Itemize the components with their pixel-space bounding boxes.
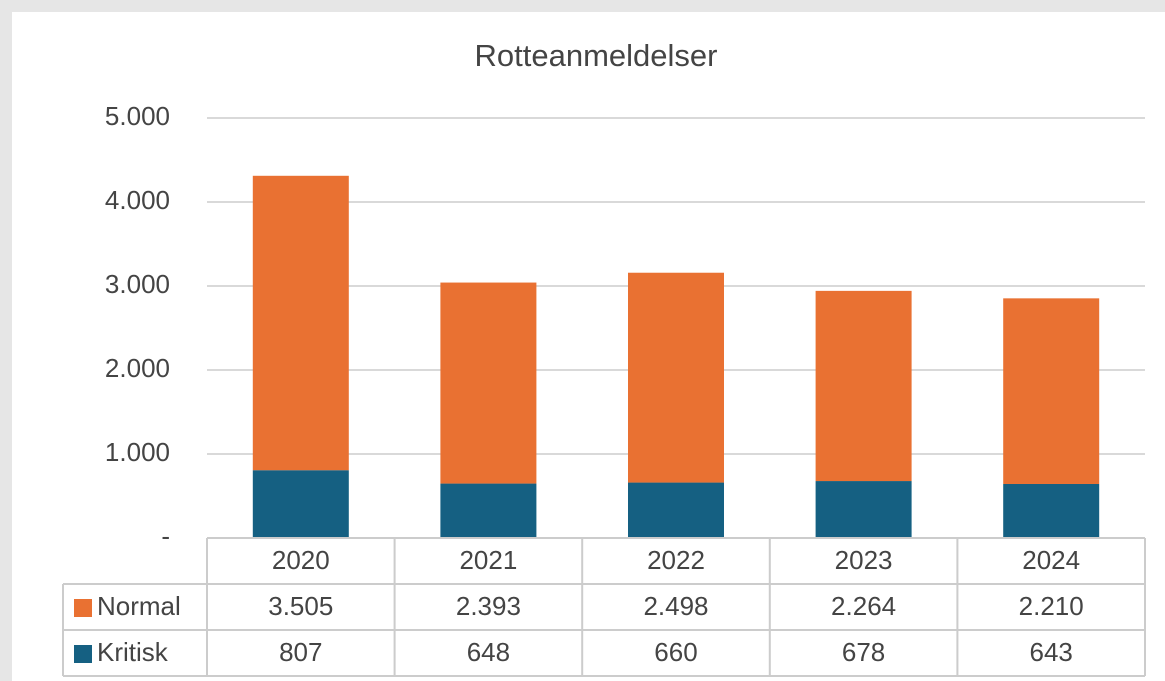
- bar-segment: [815, 290, 912, 482]
- table-value: 2.210: [1019, 591, 1084, 621]
- table-value: 678: [842, 637, 885, 667]
- x-tick-label: 2021: [459, 545, 517, 575]
- table-value: 2.264: [831, 591, 896, 621]
- x-tick-label: 2022: [647, 545, 705, 575]
- bar-segment: [440, 282, 537, 484]
- legend-label: Kritisk: [97, 637, 169, 667]
- bar-segment: [252, 470, 349, 538]
- y-tick-label: 2.000: [105, 353, 170, 383]
- y-tick-label: 1.000: [105, 437, 170, 467]
- legend-label: Normal: [97, 591, 181, 621]
- x-tick-label: 2023: [835, 545, 893, 575]
- table-value: 660: [654, 637, 697, 667]
- legend-swatch: [74, 645, 92, 663]
- bar-segment: [628, 272, 724, 483]
- bar-segment: [1003, 298, 1100, 484]
- chart-panel: [12, 12, 1165, 681]
- chart-title: Rotteanmeldelser: [475, 38, 718, 73]
- table-value: 648: [467, 637, 510, 667]
- legend-swatch: [74, 599, 92, 617]
- bar-segment: [815, 481, 912, 538]
- x-tick-label: 2020: [272, 545, 330, 575]
- y-tick-label: 4.000: [105, 185, 170, 215]
- table-value: 807: [279, 637, 322, 667]
- y-tick-label: 3.000: [105, 269, 170, 299]
- bar-segment: [628, 482, 724, 538]
- bar-segment: [440, 483, 537, 538]
- table-value: 2.393: [456, 591, 521, 621]
- table-value: 643: [1030, 637, 1073, 667]
- bar-segment: [252, 175, 349, 471]
- table-value: 3.505: [268, 591, 333, 621]
- bar-segment: [1003, 483, 1100, 538]
- y-tick-label: 5.000: [105, 101, 170, 131]
- y-tick-label: -: [161, 521, 170, 551]
- x-tick-label: 2024: [1022, 545, 1080, 575]
- table-value: 2.498: [643, 591, 708, 621]
